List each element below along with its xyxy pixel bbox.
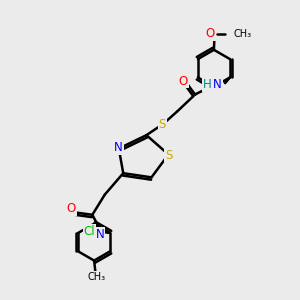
Text: Cl: Cl <box>83 225 95 238</box>
Text: N: N <box>114 141 123 154</box>
Text: O: O <box>66 202 76 215</box>
Text: CH₃: CH₃ <box>87 272 105 282</box>
Text: H: H <box>202 78 211 91</box>
Text: CH₃: CH₃ <box>233 29 251 39</box>
Text: O: O <box>178 74 188 88</box>
Text: N: N <box>213 78 222 91</box>
Text: S: S <box>165 148 173 162</box>
Text: O: O <box>206 27 215 40</box>
Text: N: N <box>96 228 104 241</box>
Text: H: H <box>87 227 95 240</box>
Text: S: S <box>159 118 166 131</box>
